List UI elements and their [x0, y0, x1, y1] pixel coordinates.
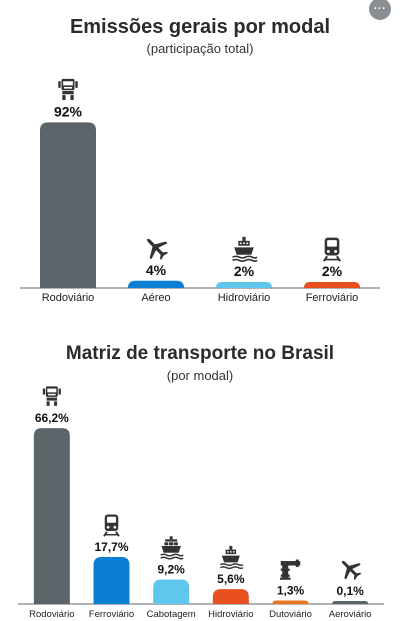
transport-matrix-bar-chart: 66,2% Rodoviário 17,7% Ferroviário 9,2% Cabot… [18, 386, 384, 620]
value-label: 66,2% [35, 411, 69, 425]
value-label: 2% [234, 263, 255, 279]
value-label: 0,1% [336, 584, 364, 598]
train-icon [103, 514, 120, 537]
bar-ferroviario [93, 556, 130, 604]
airplane-icon [147, 238, 169, 260]
bar-aeroviario [332, 601, 369, 604]
ship-icon [232, 236, 258, 262]
category-label: Hidroviário [218, 292, 271, 304]
category-label: Hidroviário [208, 609, 253, 620]
airplane-icon [341, 560, 362, 581]
truck-icon [42, 386, 61, 406]
container-ship-icon [160, 536, 184, 560]
value-label: 4% [146, 262, 167, 278]
value-label: 2% [322, 263, 343, 279]
bar-rodoviario [33, 428, 70, 604]
bar-cabotagem [153, 579, 190, 604]
value-label: 5,6% [217, 572, 245, 586]
value-label: 9,2% [157, 563, 185, 577]
bar-hidroviario [212, 589, 249, 604]
bar-dutoviario [272, 600, 309, 604]
bar-rodoviario [40, 122, 96, 289]
ship-icon [219, 545, 244, 570]
chart-2-subtitle: (por modal) [166, 368, 234, 383]
train-icon [323, 237, 341, 262]
category-label: Aéreo [141, 292, 170, 304]
chart-menu-button[interactable]: ··· [369, 0, 391, 20]
chart-2-title: Matriz de transporte no Brasil [65, 343, 335, 364]
chart-1-title: Emissões gerais por modal [69, 16, 331, 38]
category-label: Cabotagem [147, 609, 196, 620]
category-label: Ferroviário [89, 609, 134, 620]
pipeline-icon [280, 559, 301, 580]
category-label: Rodoviário [29, 609, 74, 620]
truck-icon [58, 78, 78, 100]
category-label: Aeroviário [329, 609, 372, 620]
bar-hidroviario [216, 282, 272, 288]
bar-aereo [128, 280, 184, 288]
value-label: 1,3% [277, 584, 305, 598]
category-label: Ferroviário [306, 292, 359, 304]
category-label: Rodoviário [42, 292, 95, 304]
value-label: 92% [54, 103, 83, 119]
category-label: Dutoviário [269, 609, 312, 620]
emissions-bar-chart: 92% Rodoviário 4% Aéreo 2% Hidroviário 2% Ferro… [20, 78, 380, 304]
value-label: 17,7% [94, 540, 128, 554]
chart-1-subtitle: (participação total) [146, 41, 254, 56]
bar-ferroviario [304, 282, 360, 288]
